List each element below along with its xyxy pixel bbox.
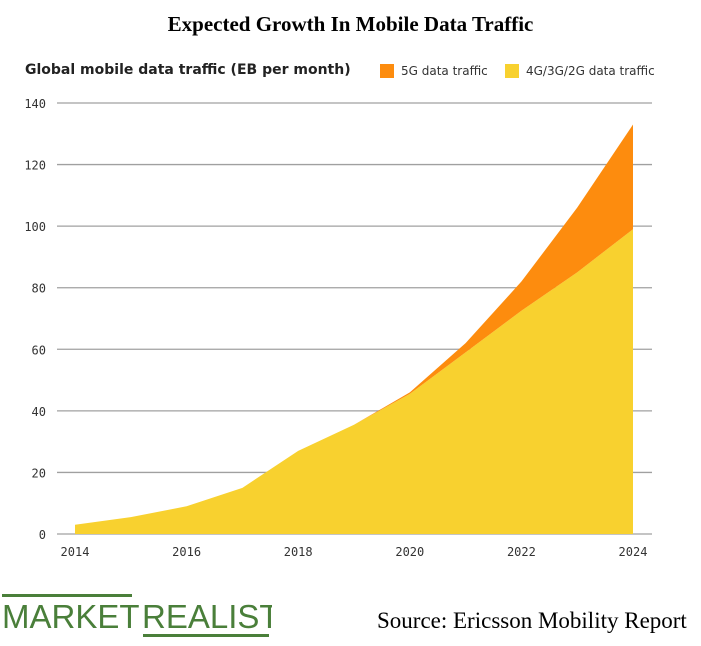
y-tick-label: 40 (32, 405, 46, 419)
svg-text:MARKET: MARKET (2, 598, 140, 635)
chart-area: 0 20 40 60 80 100 120 140 2014 2016 2018 2020 2022 20… (24, 97, 652, 559)
market-realist-logo: MARKET REALIST (2, 594, 280, 645)
x-tick-label: 2024 (619, 545, 648, 559)
x-tick-label: 2022 (507, 545, 536, 559)
chart-title: Expected Growth In Mobile Data Traffic (167, 12, 534, 36)
legend-item-4g: 4G/3G/2G data traffic (505, 64, 655, 78)
legend-label: 5G data traffic (401, 64, 488, 78)
y-tick-label: 80 (32, 282, 46, 296)
x-tick-label: 2020 (395, 545, 424, 559)
y-tick-label: 100 (24, 220, 46, 234)
legend-swatch (505, 64, 519, 78)
y-tick-label: 0 (39, 528, 46, 542)
legend-swatch (380, 64, 394, 78)
area-4g-3g-2g (75, 229, 633, 534)
x-tick-label: 2014 (61, 545, 90, 559)
y-tick-label: 20 (32, 466, 46, 480)
y-axis-label: Global mobile data traffic (EB per month… (25, 62, 351, 78)
svg-text:REALIST: REALIST (142, 598, 272, 635)
y-tick-label: 60 (32, 343, 46, 357)
x-tick-label: 2018 (284, 545, 313, 559)
y-tick-label: 140 (24, 97, 46, 111)
legend-label: 4G/3G/2G data traffic (526, 64, 655, 78)
y-tick-label: 120 (24, 159, 46, 173)
x-tick-label: 2016 (172, 545, 201, 559)
legend-item-5g: 5G data traffic (380, 64, 488, 78)
source-note: Source: Ericsson Mobility Report (377, 608, 687, 633)
